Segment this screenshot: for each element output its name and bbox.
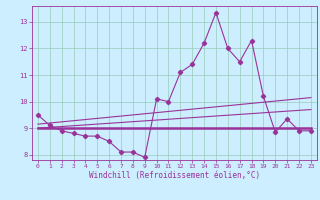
X-axis label: Windchill (Refroidissement éolien,°C): Windchill (Refroidissement éolien,°C) [89,171,260,180]
